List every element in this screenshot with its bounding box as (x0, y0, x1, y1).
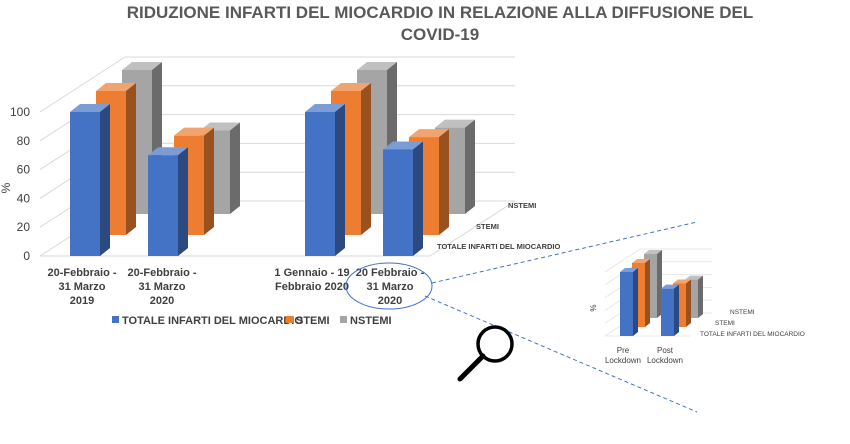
main-bars (70, 62, 475, 256)
legend-label: NSTEMI (350, 315, 392, 327)
legend-label: TOTALE INFARTI DEL MIOCARDIO (122, 315, 303, 327)
x-category-label: 20-Febbraio - (47, 267, 116, 279)
bar-totale-infarti-del-miocardio-4 (383, 141, 423, 256)
x-category-label: 31 Marzo (58, 281, 105, 293)
legend-swatch (112, 316, 119, 323)
depth-axis-label: STEMI (476, 222, 499, 231)
legend-item: STEMI (286, 315, 330, 327)
inset-x-category-label: Lockdown (647, 356, 683, 365)
y-tick-label: 80 (17, 134, 31, 148)
x-category-label: 31 Marzo (138, 281, 185, 293)
inset-bar-totale-infarti-del-miocardio-1 (620, 268, 638, 336)
x-category-label: Febbraio 2020 (275, 281, 349, 293)
chart-title-line-1: RIDUZIONE INFARTI DEL MIOCARDIO IN RELAZ… (127, 3, 753, 22)
x-category-label: 31 Marzo (366, 281, 413, 293)
x-axis-categories: 20-Febbraio - 31 Marzo 2019 20-Febbraio - 31… (47, 267, 424, 307)
inset-gridline (604, 248, 712, 273)
inset-x-category-label: Pre (617, 346, 630, 355)
y-axis-ticks: 0 20 40 60 80 100 (10, 105, 30, 263)
gridline (39, 56, 515, 113)
magnifier-icon (457, 325, 514, 382)
y-tick-label: 20 (17, 220, 31, 234)
x-category-label: 2020 (378, 295, 402, 307)
inset-x-category-label: Post (657, 346, 674, 355)
legend-label: STEMI (296, 315, 330, 327)
floor-side-edge (429, 200, 516, 257)
legend-item: TOTALE INFARTI DEL MIOCARDIO (112, 315, 303, 327)
x-category-label: 20-Febbraio - (127, 267, 196, 279)
depth-axis-label: NSTEMI (508, 201, 536, 210)
x-category-label: 20 Febbraio - (356, 267, 425, 279)
x-category-label: 2019 (70, 295, 94, 307)
y-tick-label: 60 (17, 163, 31, 177)
y-tick-label: 100 (10, 105, 30, 119)
inset-depth-axis-label: TOTALE INFARTI DEL MIOCARDIO (700, 331, 805, 338)
x-category-label: 1 Gennaio - 19 (274, 267, 349, 279)
inset-depth-axis-labels: TOTALE INFARTI DEL MIOCARDIO STEMI NSTEMI (700, 309, 805, 338)
y-tick-label: 40 (17, 191, 31, 205)
bar-totale-infarti-del-miocardio-2 (148, 147, 188, 256)
bar-totale-infarti-del-miocardio-1 (70, 104, 110, 256)
depth-axis-label: TOTALE INFARTI DEL MIOCARDIO (437, 242, 560, 251)
inset-x-category-label: Lockdown (605, 356, 641, 365)
zoom-line-top (431, 221, 698, 284)
bar-totale-infarti-del-miocardio-3 (305, 104, 345, 256)
inset-depth-axis-label: STEMI (715, 320, 735, 327)
x-category-label: 2020 (150, 295, 174, 307)
depth-axis-labels: TOTALE INFARTI DEL MIOCARDIO STEMI NSTEMI (437, 201, 560, 251)
inset-depth-axis-label: NSTEMI (730, 309, 755, 316)
inset-bars (620, 250, 703, 336)
legend-swatch (340, 316, 347, 323)
highlight-ellipse (345, 262, 433, 310)
y-axis-label: % (0, 182, 13, 193)
y-tick-label: 0 (23, 249, 30, 263)
chart-title-line-2: COVID-19 (401, 25, 479, 44)
inset-bar-totale-infarti-del-miocardio-2 (661, 284, 679, 336)
inset-y-axis-label: % (589, 304, 598, 311)
zoom-line-bottom (424, 295, 698, 413)
legend-item: NSTEMI (340, 315, 392, 327)
legend-swatch (286, 316, 293, 323)
